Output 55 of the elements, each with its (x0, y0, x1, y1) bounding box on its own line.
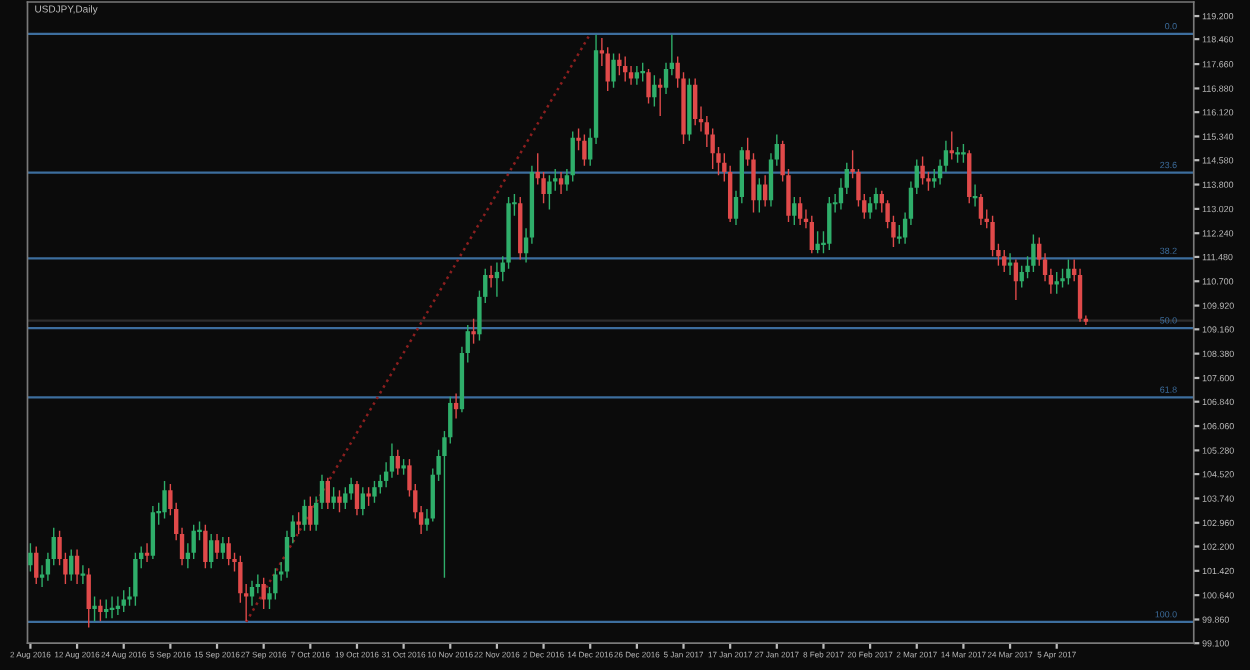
candlestick (471, 318, 476, 345)
candlestick (74, 548, 80, 585)
candlestick (797, 196, 803, 226)
candlestick (1002, 249, 1007, 273)
candlestick (692, 77, 698, 126)
candlestick (220, 536, 226, 560)
candlestick (337, 489, 342, 513)
candlestick (69, 548, 74, 582)
candlestick (867, 196, 873, 220)
candlestick (28, 542, 33, 573)
candlestick (605, 46, 610, 92)
candlestick (1066, 258, 1071, 286)
candlestick (261, 576, 266, 610)
candlestick (360, 486, 365, 516)
candlestick (815, 230, 820, 254)
candlestick (792, 196, 797, 226)
candlestick (331, 486, 336, 510)
candlestick (389, 442, 395, 479)
candlestick (967, 149, 972, 204)
candlestick (203, 523, 208, 570)
candlestick (617, 52, 622, 77)
candlestick (366, 486, 371, 507)
candlestick (92, 595, 97, 623)
candlestick (757, 177, 762, 214)
candlestick (1031, 233, 1036, 273)
candlestick (34, 545, 39, 585)
candlestick (978, 193, 984, 226)
candlestick (372, 480, 377, 504)
candlestick (98, 598, 103, 623)
candlestick (325, 477, 330, 510)
candlestick (162, 480, 167, 520)
candlestick (646, 68, 651, 105)
candlestick (86, 567, 91, 629)
candlestick (582, 133, 587, 167)
candlestick (226, 536, 231, 566)
candlestick (296, 511, 301, 535)
candlestick (827, 196, 832, 251)
candlestick (308, 495, 313, 532)
candlestick (920, 155, 925, 186)
candlestick (273, 567, 278, 601)
candlestick (150, 505, 156, 560)
candlestick (611, 52, 616, 89)
candlestick (214, 533, 220, 560)
candlestick (191, 523, 196, 560)
candlestick (547, 174, 552, 211)
candlestick (133, 552, 138, 607)
candlestick (652, 74, 657, 108)
candlestick (302, 498, 307, 532)
candlestick (570, 130, 575, 183)
candlestick (209, 533, 214, 570)
candlestick (809, 215, 814, 254)
candlestick (79, 564, 87, 585)
candlestick (343, 486, 348, 510)
candlestick (354, 480, 360, 516)
candlestick (558, 171, 564, 195)
